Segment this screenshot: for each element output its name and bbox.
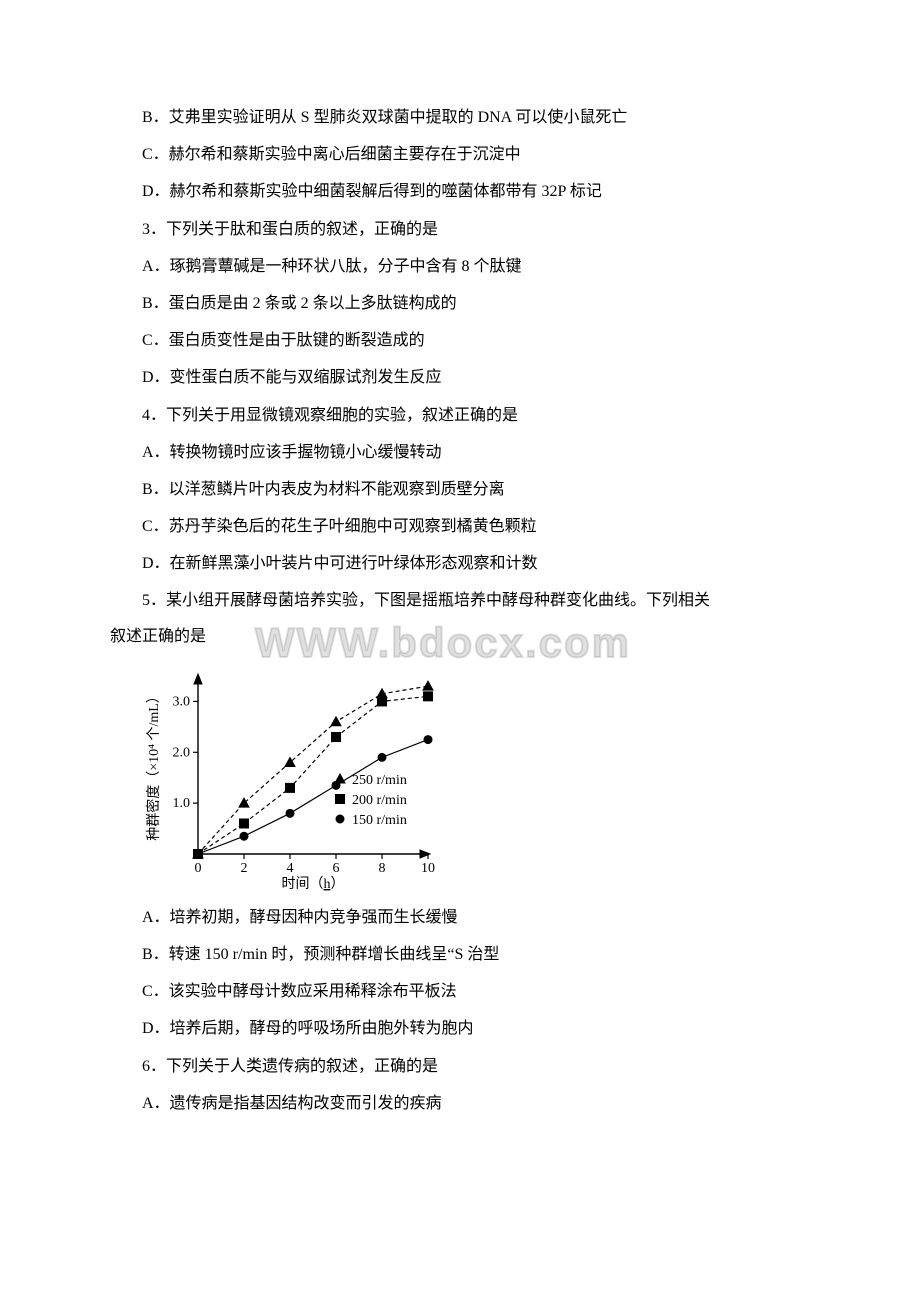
q6-option-a: A．遗传病是指基因结构改变而引发的疾病: [110, 1086, 790, 1121]
q3-option-d: D．变性蛋白质不能与双缩脲试剂发生反应: [110, 360, 790, 395]
q4-option-c: C．苏丹芋染色后的花生子叶细胞中可观察到橘黄色颗粒: [110, 509, 790, 544]
q3-option-b: B．蛋白质是由 2 条或 2 条以上多肽链构成的: [110, 286, 790, 321]
svg-text:200 r/min: 200 r/min: [352, 793, 407, 808]
q5-stem-a: 5．某小组开展酵母菌培养实验，下图是摇瓶培养中酵母种群变化曲线。下列相关: [142, 592, 710, 609]
q4-stem: 4．下列关于用显微镜观察细胞的实验，叙述正确的是: [110, 398, 790, 433]
svg-text:150 r/min: 150 r/min: [352, 813, 407, 828]
q4-option-b: B．以洋葱鳞片叶内表皮为材料不能观察到质壁分离: [110, 472, 790, 507]
svg-text:2: 2: [241, 861, 248, 876]
q4-option-a: A．转换物镜时应该手握物镜小心缓慢转动: [110, 435, 790, 470]
svg-text:0: 0: [195, 861, 202, 876]
q5-option-c: C．该实验中酵母计数应采用稀释涂布平板法: [110, 974, 790, 1009]
q3-option-c: C．蛋白质变性是由于肽键的断裂造成的: [110, 323, 790, 358]
q2-option-b: B．艾弗里实验证明从 S 型肺炎双球菌中提取的 DNA 可以使小鼠死亡: [110, 100, 790, 135]
svg-text:4: 4: [287, 861, 294, 876]
svg-text:250 r/min: 250 r/min: [352, 773, 407, 788]
q5-option-d: D．培养后期，酵母的呼吸场所由胞外转为胞内: [110, 1011, 790, 1046]
svg-text:10: 10: [421, 861, 435, 876]
q3-option-a: A．琢鹅膏蕈碱是一种环状八肽，分子中含有 8 个肽键: [110, 249, 790, 284]
q5-option-b: B．转速 150 r/min 时，预测种群增长曲线呈“S 治型: [110, 937, 790, 972]
q5-option-a: A．培养初期，酵母因种内竞争强而生长缓慢: [110, 900, 790, 935]
svg-text:时间（h）: 时间（h）: [282, 876, 345, 892]
svg-text:2.0: 2.0: [173, 745, 191, 760]
yeast-growth-chart: 0 2 4 6 8 10 1.0 2.0 3.0 种群密度（×10⁴ 个/mL） 时间（h） 250 …: [110, 664, 790, 894]
q5-stem: 5．某小组开展酵母菌培养实验，下图是摇瓶培养中酵母种群变化曲线。下列相关 叙述正…: [110, 583, 790, 653]
svg-text:种群密度（×10⁴ 个/mL）: 种群密度（×10⁴ 个/mL）: [145, 689, 162, 841]
svg-text:1.0: 1.0: [173, 796, 191, 811]
q2-option-c: C．赫尔希和蔡斯实验中离心后细菌主要存在于沉淀中: [110, 137, 790, 172]
svg-text:6: 6: [333, 861, 340, 876]
q4-option-d: D．在新鲜黑藻小叶装片中可进行叶绿体形态观察和计数: [110, 546, 790, 581]
q3-stem: 3．下列关于肽和蛋白质的叙述，正确的是: [110, 212, 790, 247]
q6-stem: 6．下列关于人类遗传病的叙述，正确的是: [110, 1049, 790, 1084]
q2-option-d: D．赫尔希和蔡斯实验中细菌裂解后得到的噬菌体都带有 32P 标记: [110, 174, 790, 209]
svg-text:8: 8: [379, 861, 386, 876]
svg-text:3.0: 3.0: [173, 694, 191, 709]
line-chart-svg: 0 2 4 6 8 10 1.0 2.0 3.0 种群密度（×10⁴ 个/mL） 时间（h） 250 …: [140, 664, 440, 894]
q5-stem-b: 叙述正确的是: [110, 628, 206, 645]
